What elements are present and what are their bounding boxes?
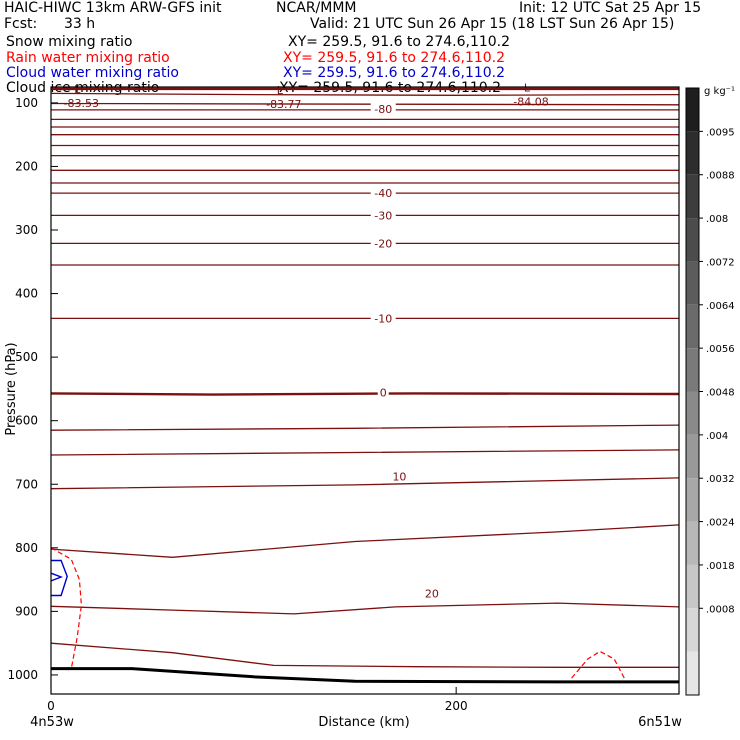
low-marker-value: -84.08 — [513, 95, 548, 108]
contour-label: 10 — [392, 471, 406, 484]
y-tick-label: 900 — [15, 604, 38, 618]
field-xy-rain: XY= 259.5, 91.6 to 274.6,110.2 — [283, 50, 506, 66]
low-marker-letter: L — [524, 81, 531, 94]
x-tick-label: 0 — [47, 699, 55, 713]
colorbar-label: .004 — [706, 431, 728, 442]
fcst-label: Fcst: — [4, 16, 38, 32]
colorbar-swatch — [686, 521, 699, 565]
colorbar-swatch — [686, 131, 699, 175]
contour-label-bg — [422, 586, 441, 600]
colorbar-label: .0024 — [706, 518, 735, 529]
colorbar-label: .0032 — [706, 474, 735, 485]
contour-label-bg — [377, 385, 389, 399]
contour-label-bg — [370, 208, 396, 222]
y-tick-label: 400 — [15, 287, 38, 301]
field-name-snow: Snow mixing ratio — [6, 34, 133, 50]
contour-label: -80 — [374, 103, 392, 116]
low-marker-value: -83.77 — [266, 98, 301, 111]
colorbar-swatch — [686, 304, 699, 349]
colorbar-swatch — [686, 391, 699, 435]
contour-label: -10 — [374, 312, 392, 325]
low-marker-letter: L — [277, 84, 284, 97]
y-tick-label: 700 — [15, 477, 38, 491]
y-tick-label: 300 — [15, 223, 38, 237]
model-title: HAIC-HIWC 13km ARW-GFS init — [4, 0, 222, 16]
contour-label-bg — [370, 311, 396, 325]
temperature-contour — [50, 102, 680, 106]
contour-label: 20 — [425, 588, 439, 601]
x-end-label-left: 4n53w — [30, 715, 74, 730]
colorbar-swatch — [686, 261, 699, 305]
temperature-contour — [50, 524, 680, 558]
colorbar-swatch — [686, 174, 699, 219]
rain-contour — [571, 650, 625, 679]
plot-frame — [50, 86, 680, 695]
contour-label-bg — [370, 186, 396, 200]
colorbar-label: .0048 — [706, 388, 735, 399]
colorbar-label: .0018 — [706, 561, 735, 572]
colorbar-label: .0056 — [706, 344, 735, 355]
colorbar-swatch — [686, 478, 699, 522]
temperature-contour — [50, 92, 680, 96]
terrain-line — [51, 667, 679, 684]
temperature-contour — [50, 642, 679, 668]
contour-label-bg — [370, 236, 396, 250]
temperature-contour — [50, 392, 680, 396]
colorbar-swatch — [686, 564, 699, 609]
cloud-water-contour — [50, 572, 64, 582]
contour-label-bg — [370, 102, 396, 116]
y-tick-label: 100 — [15, 96, 38, 110]
contour-label: -30 — [374, 209, 392, 222]
field-xy-snow: XY= 259.5, 91.6 to 274.6,110.2 — [288, 34, 511, 50]
fcst-value: 33 h — [64, 16, 96, 32]
low-marker-letter: L — [74, 83, 81, 96]
low-marker-value: -83.53 — [64, 97, 99, 110]
field-xy-cloud-water: XY= 259.5, 91.6 to 274.6,110.2 — [283, 65, 506, 81]
temperature-contour — [50, 602, 680, 615]
colorbar-label: .0064 — [706, 301, 735, 312]
colorbar-label: .008 — [706, 214, 728, 225]
colorbar-label: .0095 — [706, 127, 735, 138]
temperature-contour — [50, 424, 680, 431]
valid-time: Valid: 21 UTC Sun 26 Apr 15 (18 LST Sun … — [310, 16, 675, 32]
contour-label: -40 — [374, 187, 392, 200]
x-tick-label: 200 — [445, 699, 468, 713]
colorbar-unit: g kg⁻¹ — [704, 86, 735, 97]
contour-label-bg — [390, 469, 409, 483]
temperature-contour — [50, 449, 680, 456]
colorbar-swatch — [686, 88, 699, 132]
rain-contour — [50, 547, 83, 669]
colorbar-swatch — [686, 434, 699, 479]
y-axis-label: Pressure (hPa) — [4, 342, 19, 435]
contour-label: 0 — [380, 387, 387, 400]
init-time: Init: 12 UTC Sat 25 Apr 15 — [519, 0, 702, 16]
y-tick-label: 200 — [15, 159, 38, 173]
field-name-cloud-water: Cloud water mixing ratio — [6, 65, 179, 81]
cloud-water-contour — [51, 559, 68, 597]
colorbar-swatch — [686, 651, 699, 695]
contour-layer: -80-40-30-20-1001020L-83.53L-83.77L-84.0… — [50, 81, 680, 684]
x-axis-label: Distance (km) — [318, 715, 409, 730]
contour-label: -20 — [374, 237, 392, 250]
colorbar-label: .0088 — [706, 171, 735, 182]
colorbar-swatch — [686, 348, 699, 392]
temperature-contour — [50, 477, 680, 490]
colorbar: .0095 .0088 .008 .0072 .0064 .0056 .0048 .004 .0… — [685, 87, 735, 696]
colorbar-swatch — [686, 608, 699, 652]
y-tick-label: 600 — [15, 414, 38, 428]
y-tick-label: 500 — [15, 350, 38, 364]
colorbar-label: .0008 — [706, 604, 735, 615]
org-label: NCAR/MMM — [276, 0, 357, 16]
colorbar-label: .0072 — [706, 257, 735, 268]
y-tick-label: 1000 — [7, 668, 38, 682]
colorbar-swatch — [686, 218, 699, 262]
y-tick-label: 800 — [15, 541, 38, 555]
field-name-rain: Rain water mixing ratio — [6, 50, 170, 66]
x-end-label-right: 6n51w — [638, 715, 682, 730]
